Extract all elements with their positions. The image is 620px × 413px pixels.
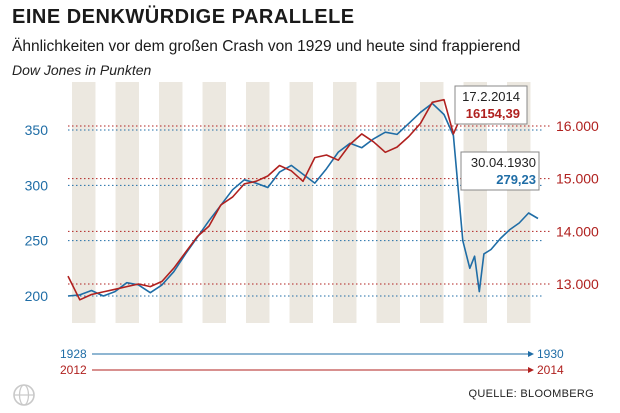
background-band [159,82,183,323]
background-band [115,82,139,323]
time-arrow-end-1928-1930: 1930 [537,347,564,361]
right-tick-label: 14.000 [556,223,599,239]
background-band [289,82,313,323]
annotation-date-1930: 30.04.1930 [471,155,536,170]
annotation-box-2014 [454,85,528,125]
right-tick-label: 15.000 [556,171,599,187]
background-band [72,82,96,323]
time-arrow-head-1928-1930 [528,351,534,357]
left-tick-label: 200 [25,288,49,304]
time-arrow-end-2012-2014: 2014 [537,363,564,377]
left-tick-label: 300 [25,177,49,193]
chart-unit-label: Dow Jones in Punkten [12,62,152,78]
background-band [376,82,400,323]
globe-icon [12,383,36,412]
annotation-value-2014: 16154,39 [466,106,520,121]
right-tick-label: 16.000 [556,118,599,134]
background-band [202,82,226,323]
time-arrow-start-1928-1930: 1928 [60,347,87,361]
left-tick-label: 350 [25,122,49,138]
background-band [246,82,270,323]
background-band [463,82,487,323]
annotation-box-1930 [460,151,540,191]
right-tick-label: 13.000 [556,276,599,292]
source-label: QUELLE: BLOOMBERG [468,388,594,400]
time-arrow-start-2012-2014: 2012 [60,363,87,377]
series-line-2012-2014 [67,98,462,301]
background-band [333,82,357,323]
series-line-1928-1930 [67,102,539,297]
time-arrow-head-2012-2014 [528,367,534,373]
chart-subtitle: Ähnlichkeiten vor dem großen Crash von 1… [12,38,521,55]
background-band [507,82,531,323]
chart-title: EINE DENKWÜRDIGE PARALLELE [12,6,355,28]
annotation-date-2014: 17.2.2014 [462,89,520,104]
left-tick-label: 250 [25,233,49,249]
background-band [420,82,444,323]
annotation-value-1930: 279,23 [496,172,536,187]
